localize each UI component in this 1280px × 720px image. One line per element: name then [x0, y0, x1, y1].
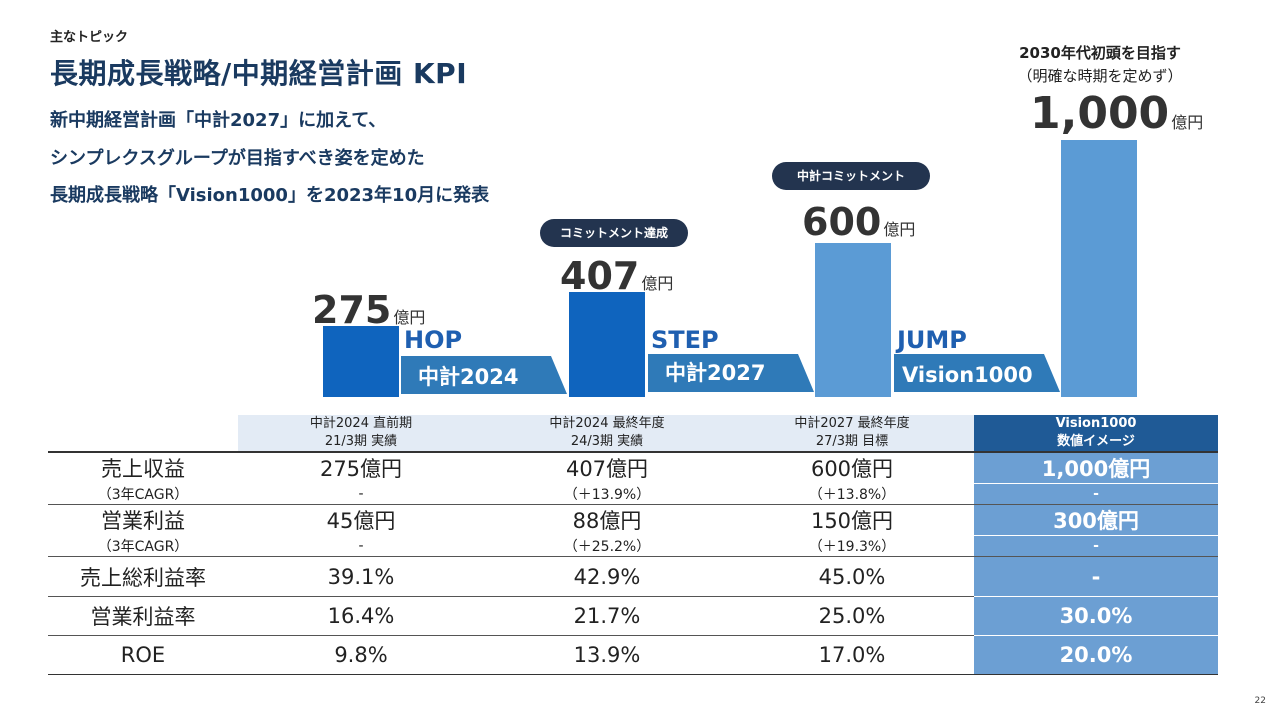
cell: （＋13.8%） [808, 486, 896, 503]
lead-line-1: 新中期経営計画「中計2027」に加えて、 [50, 110, 387, 131]
cell: 13.9% [573, 643, 641, 667]
cell: 45億円 [326, 509, 396, 534]
header-fy27: 中計2027 最終年度 [730, 415, 974, 433]
cell: 9.8% [334, 643, 388, 667]
bar-fy21 [323, 326, 399, 397]
cell: 1,000億円 [974, 452, 1218, 484]
table-header-row-1: 中計2024 直前期 中計2024 最終年度 中計2027 最終年度 Visio… [48, 415, 1218, 433]
arrow-label-chukei2027: 中計2027 [665, 361, 766, 385]
cell: 407億円 [565, 457, 649, 482]
bar-value-fy24: 407 億円 [560, 254, 674, 298]
bar-value-fy21: 275 億円 [312, 288, 426, 332]
cell: 21.7% [573, 604, 641, 628]
bar-fy27 [815, 243, 891, 397]
arrow-label-vision1000: Vision1000 [902, 363, 1033, 387]
header-vision1000: Vision1000 [974, 415, 1218, 433]
bar-vision1000 [1061, 140, 1137, 397]
arrow-vision1000 [894, 354, 1060, 392]
bar-value-fy27: 600 億円 [802, 200, 916, 244]
kicker: 主なトピック [50, 30, 129, 45]
page-number: 22 [1254, 696, 1266, 706]
badge-midterm-commitment: 中計コミットメント [772, 162, 930, 190]
header-fy24: 中計2024 最終年度 [484, 415, 730, 433]
row-label-operating-profit: 営業利益 [101, 509, 185, 534]
table-row-operating-profit-cagr: （3年CAGR） - （＋25.2%） （＋19.3%） - [48, 535, 1218, 557]
table-header-row-2: 21/3期 実績 24/3期 実績 27/3期 目標 数値イメージ [48, 433, 1218, 452]
cell: 25.0% [818, 604, 886, 628]
cell: 20.0% [974, 635, 1218, 675]
table-row-revenue: 売上収益 275億円 407億円 600億円 1,000億円 [48, 452, 1218, 484]
badge-commitment-achieved: コミットメント達成 [540, 219, 688, 247]
cell: - [358, 485, 364, 502]
phase-hop: HOP [404, 326, 463, 354]
cell: 17.0% [818, 643, 886, 667]
cell: 150億円 [810, 509, 894, 534]
phase-step: STEP [651, 326, 719, 354]
header-fy27-sub: 27/3期 目標 [730, 433, 974, 452]
cell: 39.1% [327, 564, 395, 589]
cell: 300億円 [974, 504, 1218, 536]
row-label-cagr: （3年CAGR） [97, 486, 189, 503]
row-label-cagr: （3年CAGR） [97, 538, 189, 555]
lead-line-3: 長期成長戦略「Vision1000」を2023年10月に発表 [50, 185, 490, 206]
bar-value-vision1000: 1,000 億円 [1030, 88, 1204, 139]
kpi-table: 中計2024 直前期 中計2024 最終年度 中計2027 最終年度 Visio… [48, 415, 1218, 675]
cell: - [358, 537, 364, 554]
cell: （＋13.9%） [563, 486, 651, 503]
cell: （＋25.2%） [563, 538, 651, 555]
cell: 275億円 [319, 457, 403, 482]
row-label-operating-margin: 営業利益率 [90, 605, 196, 629]
page-title: 長期成長戦略/中期経営計画 KPI [50, 57, 468, 90]
arrow-label-chukei2024: 中計2024 [418, 365, 519, 389]
header-fy21: 中計2024 直前期 [238, 415, 484, 433]
table-row-roe: ROE 9.8% 13.9% 17.0% 20.0% [48, 635, 1218, 675]
cell: （＋19.3%） [808, 538, 896, 555]
cell: 30.0% [974, 596, 1218, 636]
table-row-operating-margin: 営業利益率 16.4% 21.7% 25.0% 30.0% [48, 596, 1218, 636]
cell: 16.4% [327, 604, 395, 628]
cell: 88億円 [572, 509, 642, 534]
table-row-gross-margin: 売上総利益率 39.1% 42.9% 45.0% - [48, 556, 1218, 597]
arrow-chukei2024 [401, 356, 567, 394]
row-label-roe: ROE [120, 643, 166, 667]
row-label-revenue: 売上収益 [101, 457, 185, 482]
phase-jump: JUMP [897, 326, 967, 354]
cell: - [974, 535, 1218, 557]
goal-headline: 2030年代初頭を目指す [1019, 44, 1181, 62]
table-row-revenue-cagr: （3年CAGR） - （＋13.9%） （＋13.8%） - [48, 483, 1218, 505]
cell: 45.0% [818, 564, 886, 589]
row-label-gross-margin: 売上総利益率 [80, 565, 206, 590]
lead-line-2: シンプレクスグループが目指すべき姿を定めた [50, 148, 425, 169]
header-fy24-sub: 24/3期 実績 [484, 433, 730, 452]
bar-fy24 [569, 292, 645, 397]
cell: 42.9% [573, 564, 641, 589]
header-vision1000-sub: 数値イメージ [974, 433, 1218, 452]
cell: 600億円 [810, 457, 894, 482]
arrow-chukei2027 [648, 354, 814, 392]
cell: - [974, 556, 1218, 597]
goal-subtext: （明確な時期を定めず） [1017, 67, 1183, 85]
table-row-operating-profit: 営業利益 45億円 88億円 150億円 300億円 [48, 504, 1218, 536]
header-fy21-sub: 21/3期 実績 [238, 433, 484, 452]
cell: - [974, 483, 1218, 505]
